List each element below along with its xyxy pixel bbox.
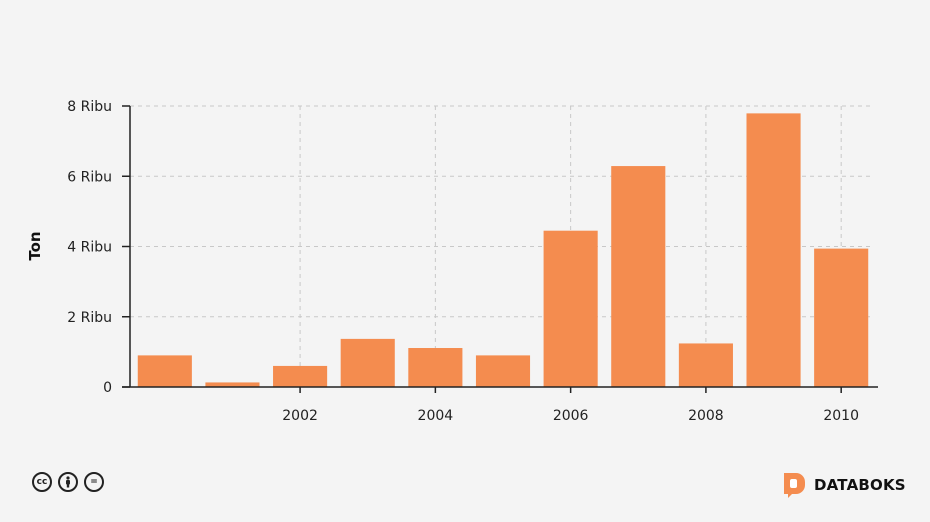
y-tick-label: 2 Ribu <box>67 310 112 326</box>
bar[interactable] <box>340 338 395 387</box>
no-derivatives-icon: = <box>84 472 104 492</box>
x-tick-label: 2006 <box>553 408 589 424</box>
bar[interactable] <box>408 348 463 387</box>
bar[interactable] <box>137 355 192 387</box>
creative-commons-icon: cc <box>32 472 52 492</box>
y-tick-label: 8 Ribu <box>67 99 112 115</box>
y-tick-label: 6 Ribu <box>67 169 112 185</box>
x-tick-label: 2008 <box>688 408 724 424</box>
y-tick-label: 4 Ribu <box>67 240 112 256</box>
license-icons: cc = <box>32 472 104 492</box>
brand-name: DATABOKS <box>814 476 906 494</box>
databoks-logo-icon <box>784 473 805 498</box>
attribution-icon <box>58 472 78 492</box>
bar[interactable] <box>678 343 733 387</box>
bar[interactable] <box>611 166 666 387</box>
bar[interactable] <box>205 382 260 387</box>
bar[interactable] <box>543 230 598 387</box>
x-tick-label: 2010 <box>823 408 859 424</box>
x-tick-label: 2002 <box>282 408 318 424</box>
brand: DATABOKS <box>782 472 906 498</box>
bar[interactable] <box>273 365 328 387</box>
bar[interactable] <box>475 355 531 387</box>
tick-labels: 0 2 Ribu 4 Ribu 6 Ribu 8 Ribu 2002 2004 2006 200… <box>67 99 859 424</box>
y-tick-label: 0 <box>103 380 112 396</box>
bar[interactable] <box>746 113 801 387</box>
x-tick-label: 2004 <box>418 408 454 424</box>
bar[interactable] <box>814 248 869 387</box>
bars <box>137 113 869 387</box>
y-axis-title: Ton <box>26 231 44 260</box>
